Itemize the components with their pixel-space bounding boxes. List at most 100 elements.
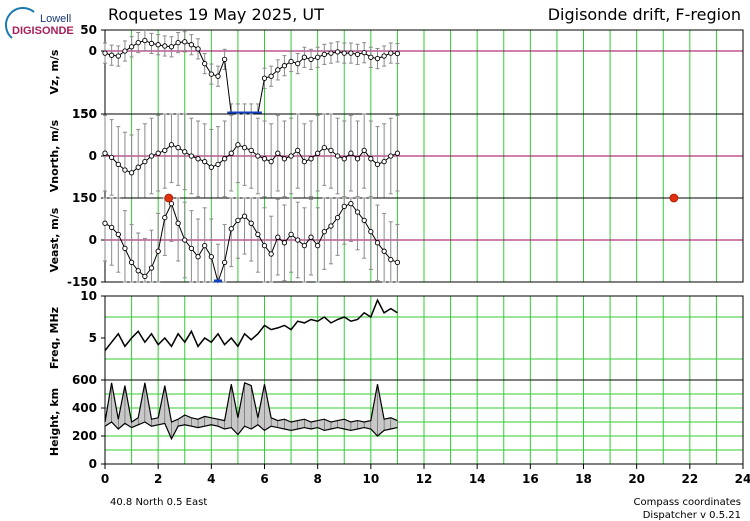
- data-point: [321, 144, 327, 151]
- data-point: [361, 217, 367, 224]
- data-point: [275, 234, 281, 240]
- data-point: [374, 55, 381, 62]
- data-point: [241, 144, 248, 151]
- y-tick-label: 150: [72, 107, 97, 121]
- data-point: [354, 51, 361, 58]
- data-point: [162, 214, 168, 221]
- data-point: [155, 150, 161, 156]
- data-point: [321, 51, 327, 58]
- y-tick-label: 50: [80, 23, 97, 37]
- data-point: [381, 248, 387, 254]
- data-point: [281, 156, 288, 162]
- data-point: [308, 234, 314, 240]
- station-coordinates: 40.8 North 0.5 East: [110, 497, 208, 508]
- data-point: [208, 254, 214, 260]
- data-point: [115, 53, 121, 59]
- data-point: [248, 147, 254, 154]
- data-point: [328, 50, 334, 56]
- data-point: [328, 223, 334, 229]
- x-tick-label: 8: [313, 472, 321, 486]
- compass-label: Compass coordinates: [633, 497, 741, 508]
- data-point: [188, 245, 195, 252]
- data-point: [175, 39, 181, 46]
- event-marker: [669, 193, 679, 203]
- height-upper-line: [104, 381, 398, 423]
- data-point: [368, 156, 374, 162]
- data-point: [102, 220, 108, 226]
- data-point: [221, 56, 228, 63]
- data-point: [155, 248, 161, 254]
- x-tick-label: 14: [469, 472, 486, 486]
- data-point: [308, 156, 314, 162]
- data-point: [381, 158, 387, 165]
- data-point: [208, 71, 214, 77]
- data-point: [268, 158, 274, 165]
- data-point: [341, 50, 347, 56]
- data-point: [168, 142, 175, 148]
- y-tick-label: 200: [72, 429, 97, 443]
- data-point: [142, 37, 148, 44]
- data-point: [115, 231, 121, 238]
- x-tick-label: 18: [575, 472, 592, 486]
- data-point: [148, 40, 155, 47]
- x-tick-label: 4: [207, 472, 215, 486]
- x-axis: 0 2 4 6 8 10 12 14 16 18 20 22 24: [101, 464, 750, 486]
- y-tick-label: 0: [89, 233, 97, 247]
- x-tick-label: 24: [735, 472, 750, 486]
- data-point: [102, 150, 108, 156]
- chart-panel-3: 10 5 Freq, MHz: [48, 289, 744, 381]
- series-line: [104, 39, 398, 115]
- data-point: [162, 147, 168, 154]
- y-tick-label: 0: [89, 149, 97, 163]
- data-point: [301, 54, 308, 60]
- data-point: [348, 50, 354, 56]
- chart-panel-4: 600 400 200 0 Height, km: [48, 373, 744, 471]
- data-point: [188, 42, 195, 48]
- data-point: [268, 73, 274, 79]
- data-point: [255, 153, 261, 159]
- data-point: [215, 161, 221, 168]
- logo-lowell-text: Lowell: [40, 13, 72, 25]
- data-point: [308, 56, 314, 63]
- data-point: [334, 153, 341, 159]
- data-point: [334, 214, 341, 221]
- y-axis-label: Height, km: [48, 388, 61, 456]
- data-point: [315, 150, 321, 156]
- x-tick-label: 22: [681, 472, 698, 486]
- data-point: [148, 265, 155, 271]
- data-point: [168, 44, 175, 50]
- data-point: [182, 237, 188, 243]
- digisonde-logo-icon: [5, 7, 35, 39]
- data-point: [328, 147, 334, 154]
- data-point: [142, 273, 148, 280]
- data-point: [108, 154, 115, 161]
- data-point: [155, 42, 161, 48]
- data-point: [175, 144, 181, 151]
- data-point: [248, 220, 254, 226]
- station-date-title: Roquetes 19 May 2025, UT: [108, 5, 324, 24]
- data-point: [295, 237, 301, 243]
- data-point: [275, 150, 281, 156]
- data-point: [321, 228, 327, 235]
- data-point: [235, 142, 241, 148]
- data-point: [354, 209, 361, 215]
- y-tick-label: 400: [72, 401, 97, 415]
- data-point: [361, 50, 367, 56]
- data-point: [368, 54, 374, 60]
- y-tick-label: 5: [89, 331, 97, 345]
- y-tick-label: 150: [72, 191, 97, 205]
- x-tick-label: 20: [628, 472, 645, 486]
- data-point: [162, 43, 168, 49]
- data-point: [301, 158, 308, 165]
- data-point: [341, 156, 347, 162]
- data-point: [288, 231, 294, 238]
- data-point: [182, 39, 188, 45]
- data-point: [142, 158, 148, 165]
- data-point: [195, 156, 201, 162]
- x-tick-label: 12: [416, 472, 433, 486]
- data-point: [261, 156, 268, 162]
- event-marker: [164, 193, 174, 203]
- data-point: [315, 242, 321, 249]
- data-point: [208, 164, 214, 170]
- x-tick-label: 2: [154, 472, 162, 486]
